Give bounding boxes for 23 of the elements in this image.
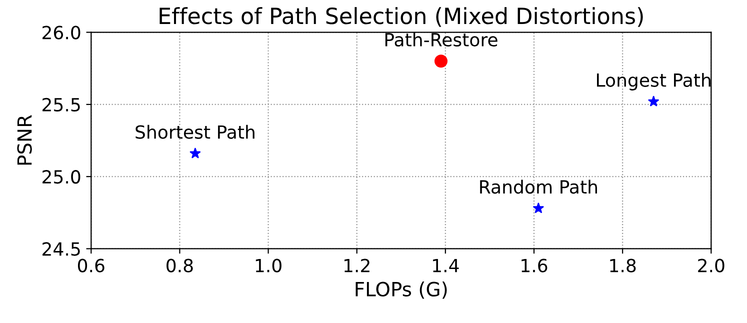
x-tick-label: 1.0 bbox=[256, 258, 282, 272]
x-tick-label: 1.2 bbox=[344, 258, 370, 272]
x-tick-label: 0.6 bbox=[78, 258, 104, 272]
x-tick-label: 1.6 bbox=[522, 258, 548, 272]
x-axis-title: FLOPs (G) bbox=[356, 281, 447, 299]
x-tick-label: 2.0 bbox=[698, 258, 724, 272]
point bbox=[190, 148, 201, 158]
x-tick-label: 0.8 bbox=[166, 258, 193, 272]
y-tick-label: 25.5 bbox=[42, 98, 80, 112]
y-axis-title: PSNR bbox=[17, 115, 32, 165]
x-tick-label: 1.4 bbox=[433, 258, 459, 272]
y-tick-label: 26.0 bbox=[42, 26, 80, 40]
x-tick-label: 1.8 bbox=[610, 258, 636, 272]
y-tick-label: 25.0 bbox=[42, 170, 80, 184]
annotation: Longest Path bbox=[597, 72, 710, 90]
annotation: Path-Restore bbox=[385, 32, 498, 47]
chart-title: Effects of Path Selection (Mixed Distortions) bbox=[160, 7, 643, 27]
point bbox=[533, 202, 544, 213]
y-tick-label: 24.5 bbox=[42, 242, 80, 256]
annotation: Random Path bbox=[480, 180, 597, 194]
point bbox=[434, 54, 448, 68]
point bbox=[648, 96, 659, 106]
annotation: Shortest Path bbox=[136, 124, 254, 139]
